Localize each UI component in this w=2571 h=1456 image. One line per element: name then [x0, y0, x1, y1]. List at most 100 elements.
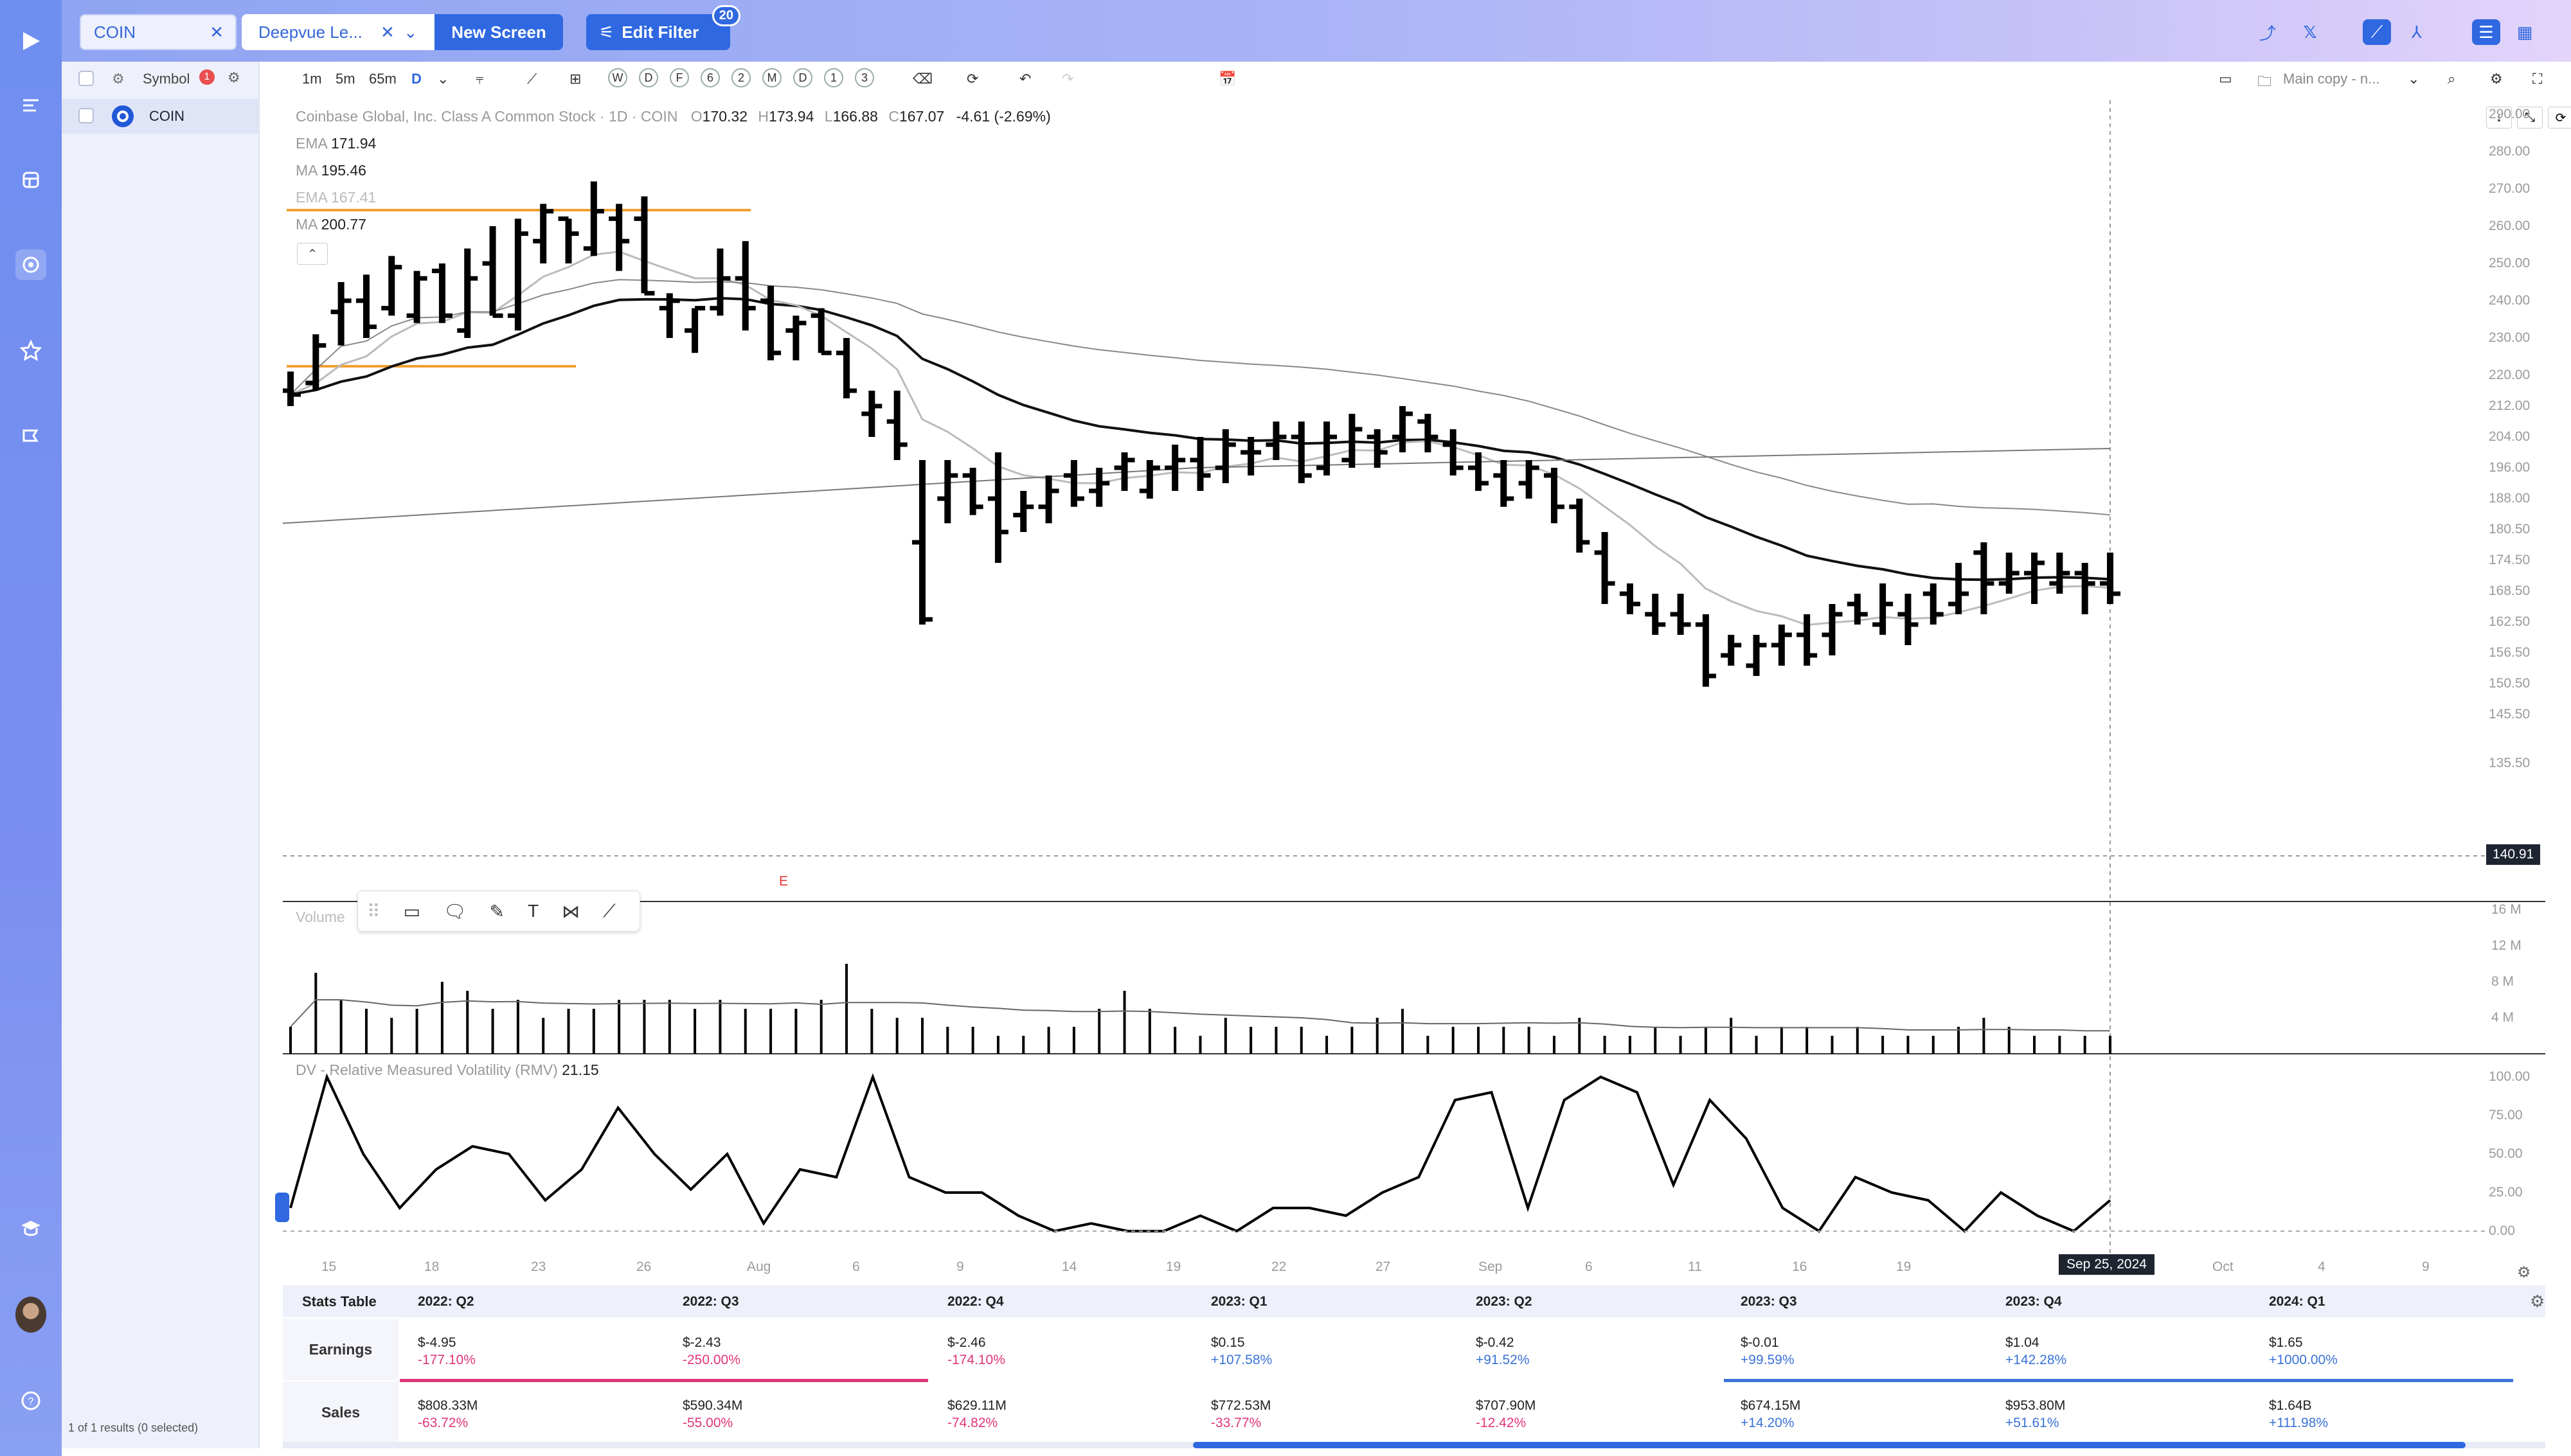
price-bar: [886, 391, 908, 460]
collapse-legend-button[interactable]: ⌃: [297, 243, 328, 265]
chevron-down-icon[interactable]: ⌄: [404, 22, 418, 42]
drag-handle-icon[interactable]: ⠿: [367, 901, 381, 921]
collapse-icon[interactable]: ⤡: [2517, 107, 2543, 129]
chevron-down-icon[interactable]: ⌄: [2408, 71, 2420, 87]
text-tool-icon[interactable]: T: [528, 901, 539, 921]
time-tick-label: 4: [2318, 1259, 2325, 1274]
interval-d[interactable]: D: [411, 71, 422, 87]
preset-3[interactable]: 3: [855, 68, 874, 87]
flag-icon[interactable]: [15, 422, 46, 452]
close-icon[interactable]: ✕: [381, 22, 395, 42]
symbol-column-header[interactable]: Symbol: [143, 71, 190, 87]
edit-filter-button[interactable]: ⚟ Edit Filter 20: [586, 5, 740, 50]
line-tool-icon[interactable]: ⟋: [603, 900, 616, 921]
grid-view-icon[interactable]: ▦: [2516, 22, 2533, 42]
stats-column-header: 2022: Q2: [418, 1294, 474, 1309]
price-bar: [1089, 468, 1110, 507]
layout-name[interactable]: Main copy - n...: [2283, 71, 2380, 87]
logo-play-icon[interactable]: [15, 26, 46, 57]
x-social-icon[interactable]: 𝕏: [2303, 22, 2317, 42]
chart-canvas[interactable]: [280, 100, 2545, 1283]
select-all-checkbox[interactable]: [78, 71, 94, 86]
box-icon[interactable]: [15, 164, 46, 195]
preset-1[interactable]: 1: [824, 68, 843, 87]
screener-icon[interactable]: [15, 249, 46, 280]
preset-m[interactable]: M: [762, 68, 782, 87]
brush-tool-icon[interactable]: ✎: [489, 901, 505, 921]
preset-2[interactable]: 2: [731, 68, 751, 87]
rmv-legend[interactable]: DV - Relative Measured Volatility (RMV) …: [296, 1061, 599, 1079]
rmv-tick-label: 25.00: [2489, 1185, 2523, 1200]
reset-icon[interactable]: ⟳: [2548, 107, 2571, 129]
panel-icon[interactable]: ▭: [2219, 71, 2232, 87]
preset-d[interactable]: D: [793, 68, 812, 87]
user-avatar[interactable]: [15, 1297, 46, 1333]
earnings-cell: $-4.95 -177.10%: [418, 1334, 476, 1369]
time-tick-label: 18: [424, 1259, 440, 1274]
price-bar: [962, 468, 983, 515]
interval-5m[interactable]: 5m: [336, 71, 355, 87]
layout-grid-icon[interactable]: ⊞: [569, 71, 582, 87]
scrollbar-thumb[interactable]: [1193, 1442, 2466, 1448]
interval-65m[interactable]: 65m: [369, 71, 397, 87]
calendar-icon[interactable]: 📅: [1219, 71, 1237, 87]
chevron-down-icon[interactable]: ⌄: [437, 71, 449, 87]
callout-tool-icon[interactable]: 🗨: [443, 901, 467, 921]
indicator-ema-2[interactable]: EMA 167.41: [296, 189, 377, 206]
redo-icon[interactable]: ↷: [1062, 71, 1074, 87]
rectangle-tool-icon[interactable]: ▭: [403, 901, 420, 921]
indicator-ma-2[interactable]: MA 200.77: [296, 216, 366, 233]
close-icon[interactable]: ✕: [210, 22, 224, 42]
fullscreen-icon[interactable]: ⛶: [2532, 71, 2543, 87]
pattern-tool-icon[interactable]: ⋈: [562, 901, 580, 921]
help-icon[interactable]: ?: [15, 1385, 46, 1416]
indicator-ma-1[interactable]: MA 195.46: [296, 162, 366, 179]
price-bar: [1746, 635, 1767, 676]
stock-chart[interactable]: Coinbase Global, Inc. Class A Common Sto…: [275, 100, 2571, 1283]
price-bar: [1341, 414, 1363, 468]
undo-icon[interactable]: ↶: [1019, 71, 1032, 87]
time-axis-settings-icon[interactable]: ⚙: [2517, 1264, 2531, 1281]
time-tick-label: 14: [1062, 1259, 1077, 1274]
stats-settings-icon[interactable]: ⚙: [2530, 1292, 2545, 1311]
gear-icon[interactable]: ⚙: [112, 71, 125, 87]
row-checkbox[interactable]: [78, 108, 94, 123]
symbol-search-tab[interactable]: COIN ✕: [80, 14, 237, 50]
star-icon[interactable]: [15, 335, 46, 366]
volume-tick-label: 4 M: [2491, 1010, 2514, 1025]
price-bar: [911, 460, 933, 625]
interval-1m[interactable]: 1m: [302, 71, 322, 87]
price-bar: [1619, 583, 1640, 614]
list-view-icon[interactable]: ☰: [2472, 19, 2500, 45]
folder-icon[interactable]: 🗀: [2257, 73, 2272, 89]
menu-icon[interactable]: [15, 90, 46, 121]
screen-tab[interactable]: Deepvue Le... ✕ ⌄: [242, 14, 434, 50]
graduation-cap-icon[interactable]: [15, 1213, 46, 1244]
indicators-icon[interactable]: ⟋: [527, 71, 537, 87]
price-tick-label: 260.00: [2489, 218, 2531, 233]
period-w[interactable]: W: [608, 68, 627, 87]
scroll-down-icon[interactable]: ↓: [2486, 107, 2512, 129]
list-item[interactable]: COIN: [62, 99, 258, 134]
chart-view-icon[interactable]: ⟋: [2363, 19, 2391, 45]
new-screen-button[interactable]: New Screen: [434, 14, 563, 50]
bar-style-icon[interactable]: ⫧: [476, 71, 484, 87]
period-f[interactable]: F: [670, 68, 689, 87]
earnings-marker[interactable]: E: [779, 874, 789, 889]
eraser-icon[interactable]: ⌫: [913, 71, 933, 87]
column-settings-icon[interactable]: ⚙: [228, 69, 240, 85]
period-d[interactable]: D: [639, 68, 658, 87]
price-bar: [1190, 437, 1211, 491]
refresh-icon[interactable]: ⟳: [967, 71, 979, 87]
preset-6[interactable]: 6: [701, 68, 720, 87]
price-tick-label: 150.50: [2489, 676, 2531, 691]
pane-resize-handle[interactable]: [275, 1193, 289, 1222]
settings-gear-icon[interactable]: ⚙: [2490, 71, 2503, 87]
price-bar: [861, 391, 882, 437]
share-icon[interactable]: ⤴: [2259, 23, 2276, 43]
zoom-search-icon[interactable]: ⌕: [2448, 71, 2456, 87]
network-icon[interactable]: ⅄: [2412, 22, 2422, 42]
price-bar: [760, 285, 782, 360]
price-bar: [1721, 635, 1742, 666]
indicator-ema-1[interactable]: EMA 171.94: [296, 135, 377, 152]
